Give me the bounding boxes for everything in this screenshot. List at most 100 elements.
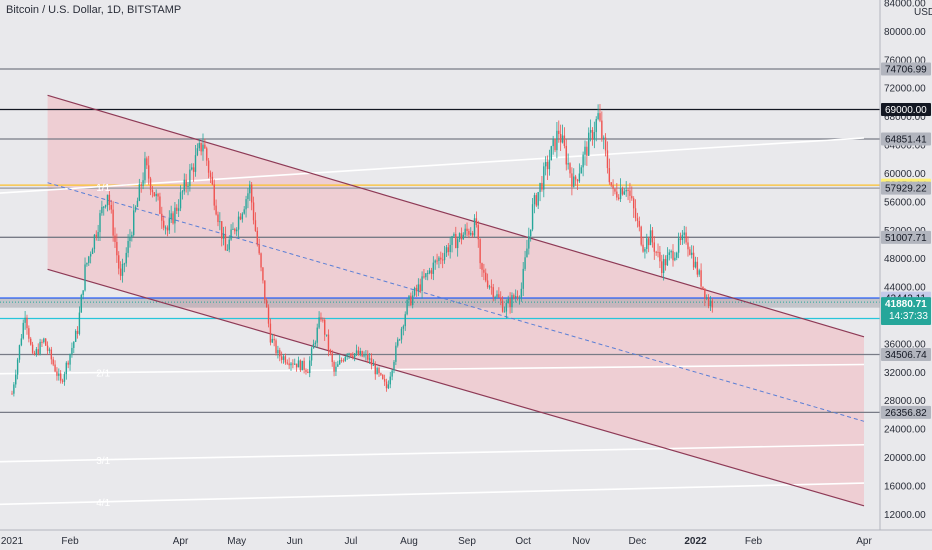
candle [264,280,266,301]
candle [273,338,275,341]
candle [226,249,229,251]
candle [565,145,567,165]
candle [46,345,49,351]
x-tick-label: Oct [515,536,531,547]
time-axis[interactable] [0,530,932,550]
candle [406,299,408,315]
candle [432,262,435,274]
candle [221,221,223,239]
candle [687,242,689,250]
candle [73,341,75,348]
candle [121,263,124,276]
candle [603,137,605,139]
channel-lower-line[interactable] [47,268,865,507]
fan-line[interactable] [0,137,865,194]
candle [676,252,678,258]
candle [69,354,71,365]
level-price-tag [881,62,931,76]
candle [187,185,189,187]
candle [211,176,214,185]
candle [483,269,485,273]
candle [574,176,577,180]
y-tick-label: 76000.00 [884,55,926,66]
candle [50,349,53,360]
candle [582,154,584,168]
candle [601,120,603,139]
candle [404,314,406,327]
candle [576,179,579,182]
candle [144,158,146,181]
candle [629,190,631,196]
candle [685,232,687,243]
candle [335,366,337,372]
candle [488,286,491,288]
candle [500,297,502,301]
candle [239,216,242,220]
candle [423,276,425,278]
candle [449,244,451,253]
candle [400,328,403,340]
candle [359,351,361,355]
candle [33,352,36,355]
candle [494,296,496,298]
candle [481,263,483,270]
candle [299,360,302,371]
candle [324,319,326,335]
candle [97,232,99,237]
candle [383,379,386,382]
candle [518,297,521,299]
fan-line[interactable] [0,482,865,506]
candle [434,260,436,263]
candle [571,173,573,187]
candle [271,338,273,343]
candle [548,160,551,170]
candle [217,214,219,223]
candle [367,354,369,360]
channel-midline[interactable] [47,182,865,422]
x-tick-label: 2022 [684,536,707,547]
candle [702,286,704,289]
candle [340,360,343,362]
candle [337,364,339,367]
x-tick-label: 2021 [1,536,24,547]
level-price-tag-label: 74706.99 [885,64,927,75]
candle [550,146,552,161]
candle [269,323,272,343]
candle [43,338,45,343]
y-unit-label: USD [914,7,932,18]
candle [101,206,103,214]
candle [412,295,414,306]
candle [310,348,313,361]
candle [104,205,107,207]
channel-upper-line[interactable] [47,94,865,338]
candle [82,290,84,296]
candle [342,360,345,362]
candle [456,239,459,249]
candle [516,296,519,298]
fan-line[interactable] [0,363,865,375]
candle [679,238,682,240]
candle [533,195,536,205]
candle [24,317,26,323]
candle [674,257,676,261]
candle [31,344,34,353]
price-axis[interactable] [880,0,932,550]
x-tick-label: Feb [61,536,79,547]
candle [194,155,197,172]
candle [421,276,423,291]
level-price-tag-label: 57929.22 [885,184,927,195]
candle [623,191,626,195]
candle [428,270,431,273]
candle [202,144,204,152]
fan-line-label: 4/1 [96,498,110,509]
fan-line[interactable] [0,443,865,463]
candle [496,294,498,297]
chart-title: Bitcoin / U.S. Dollar, 1D, BITSTAMP [6,4,182,16]
candle [569,163,571,174]
fan-line-label: 2/1 [96,369,110,380]
candle [346,354,348,357]
candle [284,356,287,363]
candle [149,178,152,191]
